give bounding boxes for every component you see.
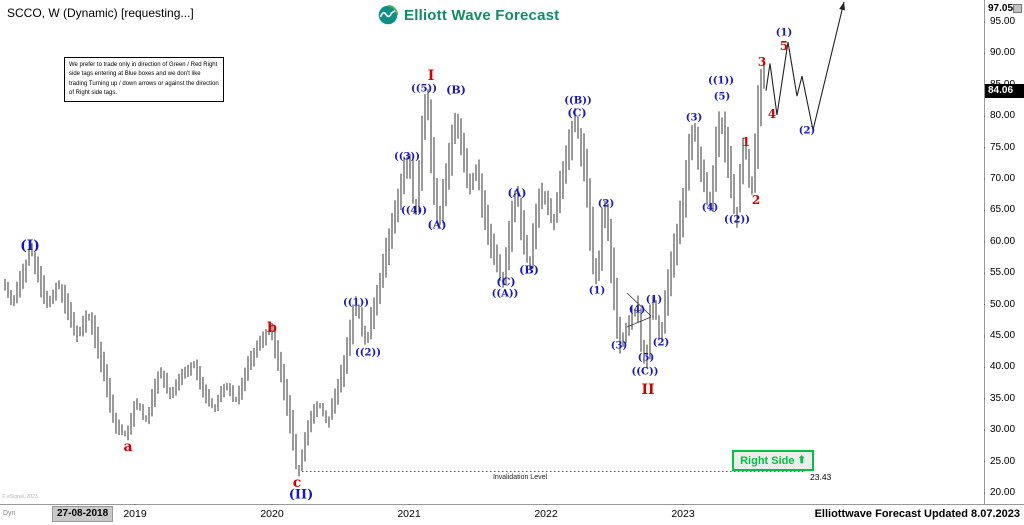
price-tick-label: 75.00 bbox=[990, 142, 1016, 153]
wave-label: 3 bbox=[757, 55, 767, 69]
wave-label: (A) bbox=[507, 186, 527, 200]
wave-label: (1) bbox=[645, 294, 663, 306]
symbol-title: SCCO, W (Dynamic) [requesting...] bbox=[7, 6, 194, 20]
wave-label: ((2)) bbox=[724, 214, 750, 226]
wave-label: (3) bbox=[685, 112, 703, 124]
wave-label: ((5)) bbox=[411, 83, 437, 95]
wave-label: a bbox=[123, 439, 133, 455]
price-tick-label: 35.00 bbox=[990, 393, 1016, 404]
price-tick-label: 95.00 bbox=[990, 16, 1016, 27]
invalidation-level-label: Invalidation Level bbox=[492, 474, 548, 481]
price-tick-label: 40.00 bbox=[990, 361, 1016, 372]
price-tick-label: 60.00 bbox=[990, 236, 1016, 247]
wave-label: ((B)) bbox=[564, 95, 592, 107]
price-tick-label: 65.00 bbox=[990, 204, 1016, 215]
wave-label: ((C)) bbox=[631, 366, 659, 378]
up-arrow-icon: ⬆ bbox=[797, 455, 806, 466]
wave-label: (B) bbox=[446, 83, 466, 97]
wave-label: (B) bbox=[519, 263, 539, 277]
wave-label: (1) bbox=[588, 285, 606, 297]
wave-label: 1 bbox=[741, 135, 751, 149]
year-label: 2020 bbox=[260, 508, 284, 520]
price-tick-label: 20.00 bbox=[990, 487, 1016, 498]
wave-label: (C) bbox=[496, 275, 516, 289]
wave-label: (C) bbox=[567, 106, 587, 120]
price-tick-label: 55.00 bbox=[990, 267, 1016, 278]
wave-label: (4) bbox=[701, 202, 719, 214]
wave-label: ((4)) bbox=[401, 205, 427, 217]
right-side-badge-label: Right Side bbox=[740, 454, 795, 467]
wave-label: (A) bbox=[427, 218, 447, 232]
wave-label: (5) bbox=[637, 352, 655, 364]
year-label: 2019 bbox=[123, 508, 147, 520]
price-tick-label: 30.00 bbox=[990, 424, 1016, 435]
wave-label: I bbox=[427, 68, 435, 84]
first-bar-date: 27-08-2018 bbox=[52, 506, 114, 522]
time-axis[interactable]: Dyn 27-08-2018 2019 2020 2021 2022 2023 Elli… bbox=[0, 505, 1024, 525]
wave-label: (5) bbox=[713, 91, 731, 103]
wave-label: 5 bbox=[779, 39, 789, 53]
trading-note: We prefer to trade only in direction of … bbox=[64, 57, 224, 103]
wave-label: (2) bbox=[652, 337, 670, 349]
year-label: 2022 bbox=[534, 508, 558, 520]
price-tick-label: 50.00 bbox=[990, 299, 1016, 310]
update-note: Elliottwave Forecast Updated 8.07.2023 bbox=[814, 508, 1020, 520]
price-tick-label: 90.00 bbox=[990, 47, 1016, 58]
year-label: 2021 bbox=[397, 508, 421, 520]
scale-menu-icon[interactable] bbox=[1013, 4, 1022, 13]
price-tick-label: 70.00 bbox=[990, 173, 1016, 184]
elliott-wave-forecast-logo-icon bbox=[378, 5, 398, 25]
wave-label: 2 bbox=[751, 193, 761, 207]
dyn-mode-tag: Dyn bbox=[3, 510, 16, 517]
wave-label: 4 bbox=[767, 107, 777, 121]
price-tick-label: 45.00 bbox=[990, 330, 1016, 341]
wave-label: (I) bbox=[20, 238, 40, 254]
wave-label: ((1)) bbox=[708, 75, 734, 87]
wave-label: (1) bbox=[775, 27, 793, 39]
wave-label: ((3)) bbox=[394, 151, 420, 163]
wave-label: (3) bbox=[610, 340, 628, 352]
current-price-badge: 84.06 bbox=[985, 84, 1024, 98]
wave-label: b bbox=[267, 320, 277, 336]
wave-label: (2) bbox=[798, 125, 816, 137]
wave-label: ((1)) bbox=[343, 297, 369, 309]
wave-label: ((2)) bbox=[355, 347, 381, 359]
right-side-badge: Right Side ⬆ bbox=[732, 450, 814, 471]
brand-logo: Elliott Wave Forecast bbox=[378, 5, 559, 25]
wave-label: (4) bbox=[628, 304, 646, 316]
wave-label: c bbox=[292, 475, 302, 491]
wave-label: (II) bbox=[288, 487, 314, 503]
wave-label: II bbox=[641, 382, 655, 398]
wave-label: (2) bbox=[597, 198, 615, 210]
wave-label: ((A)) bbox=[491, 288, 519, 300]
price-tick-label: 80.00 bbox=[990, 110, 1016, 121]
price-tick-label: 25.00 bbox=[990, 456, 1016, 467]
scale-top-value: 97.05 bbox=[988, 3, 1014, 14]
brand-logo-text: Elliott Wave Forecast bbox=[404, 6, 560, 24]
esignal-watermark: © eSignal, 2023 bbox=[2, 494, 38, 500]
invalidation-level-value: 23.43 bbox=[810, 472, 832, 482]
year-label: 2023 bbox=[671, 508, 695, 520]
price-axis[interactable]: 97.05 95.0090.0085.0080.0075.0070.0065.0… bbox=[985, 0, 1024, 504]
